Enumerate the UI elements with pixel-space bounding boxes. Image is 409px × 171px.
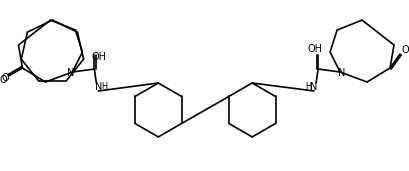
Text: N: N: [94, 82, 102, 92]
Text: N: N: [67, 68, 74, 78]
Text: O: O: [0, 75, 7, 85]
Text: OH: OH: [92, 52, 107, 62]
Text: OH: OH: [308, 44, 323, 54]
Text: N: N: [310, 82, 318, 92]
Text: N: N: [338, 68, 346, 78]
Text: H: H: [101, 82, 108, 91]
Text: O: O: [401, 45, 409, 55]
Text: O: O: [2, 73, 9, 83]
Text: H: H: [305, 82, 311, 91]
